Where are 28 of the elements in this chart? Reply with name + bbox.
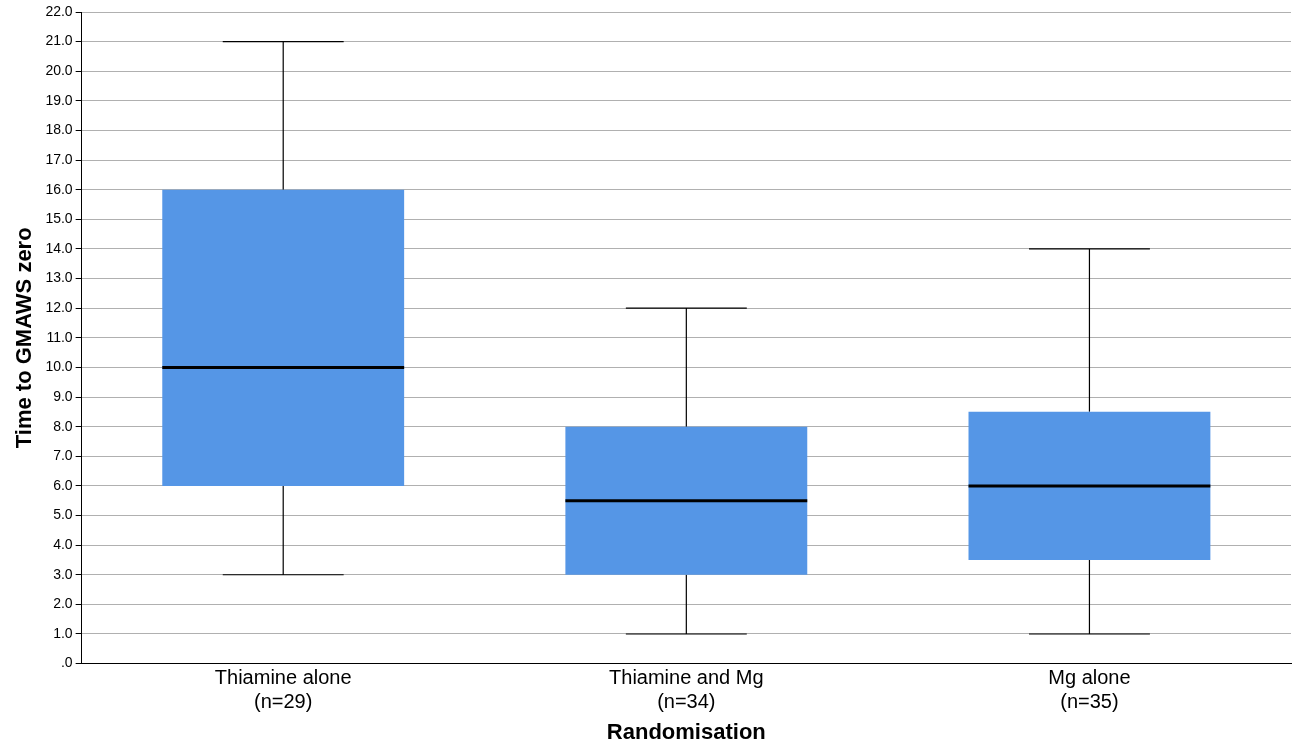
y-tick-label: .0: [60, 654, 73, 671]
y-tick-label: 20.0: [45, 62, 73, 79]
y-tick-label: 12.0: [45, 299, 73, 316]
x-axis-title: Randomisation: [606, 718, 766, 744]
y-tick-label: 15.0: [45, 210, 73, 227]
y-tick-label: 9.0: [53, 387, 73, 404]
y-tick-label: 17.0: [45, 150, 73, 167]
x-tick-label: Thiamine and Mg (n=34): [609, 666, 764, 713]
y-tick-label: 3.0: [53, 565, 73, 582]
y-tick-label: 21.0: [45, 32, 73, 49]
y-tick-label: 6.0: [53, 476, 73, 493]
y-tick-label: 16.0: [45, 180, 73, 197]
y-tick-label: 4.0: [53, 535, 73, 552]
y-tick-label: 11.0: [46, 328, 73, 345]
y-tick-label: 10.0: [45, 358, 73, 375]
y-tick-label: 5.0: [53, 506, 73, 523]
y-tick-label: 7.0: [53, 447, 73, 464]
y-tick-label: 18.0: [45, 121, 73, 138]
x-tick-label: Thiamine alone (n=29): [214, 666, 352, 713]
y-tick-label: 8.0: [53, 417, 73, 434]
y-tick-label: 2.0: [53, 595, 73, 612]
y-axis-title: Time to GMAWS zero: [11, 227, 37, 449]
y-tick-label: 19.0: [45, 91, 73, 108]
y-tick-label: 14.0: [45, 239, 73, 256]
y-tick-label: 22.0: [45, 2, 73, 19]
y-tick-label: 13.0: [45, 269, 73, 286]
y-tick-label: 1.0: [53, 624, 73, 641]
x-tick-label: Mg alone (n=35): [1048, 666, 1131, 713]
